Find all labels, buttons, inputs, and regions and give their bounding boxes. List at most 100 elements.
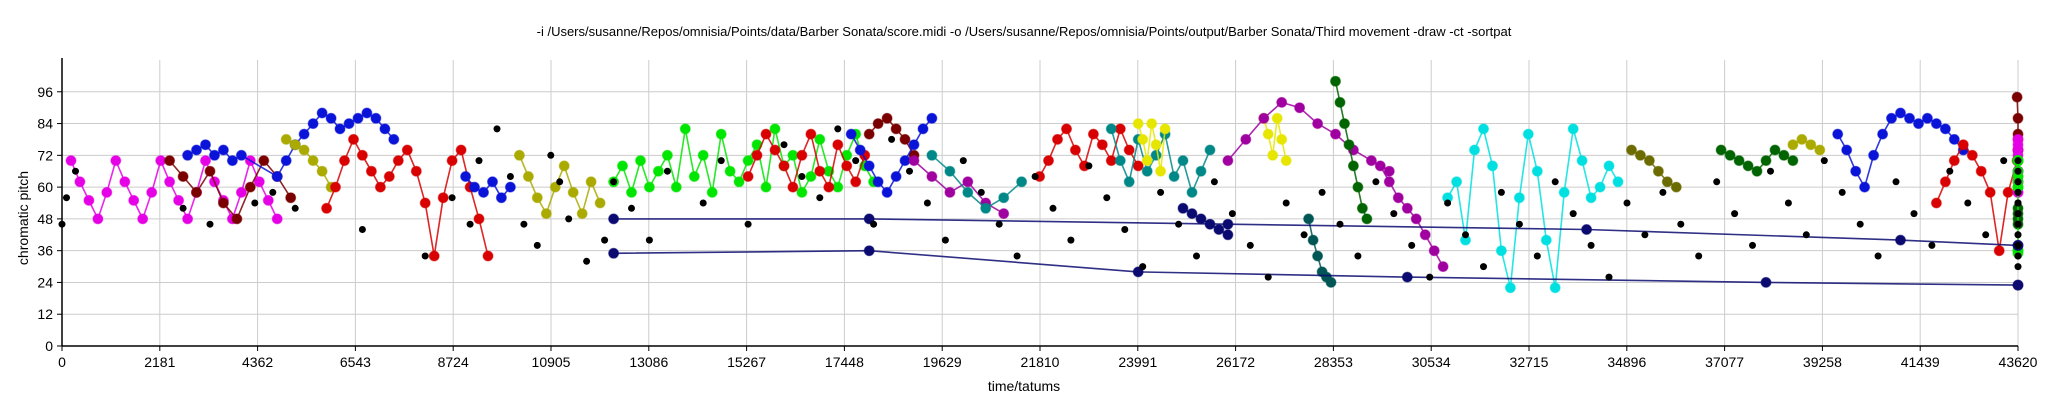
data-point	[1805, 139, 1817, 151]
data-point	[1334, 96, 1346, 108]
data-point	[1478, 123, 1489, 135]
series-23-darkolive	[1626, 144, 1682, 193]
note-point	[547, 151, 555, 159]
x-tick-label: 6543	[340, 354, 371, 370]
data-point	[1419, 229, 1431, 241]
data-point	[1401, 271, 1413, 283]
data-point	[863, 160, 875, 172]
note-point	[1282, 199, 1290, 207]
series-20-darkteal	[1303, 213, 1337, 288]
note-point	[2014, 167, 2022, 175]
series-line	[325, 137, 489, 257]
data-point	[1383, 176, 1395, 188]
data-point	[182, 213, 194, 225]
series-0-magenta	[65, 155, 283, 225]
data-point	[652, 165, 664, 177]
data-point	[1303, 213, 1315, 225]
note-point	[358, 226, 366, 233]
data-point	[926, 149, 938, 161]
data-point	[1930, 118, 1942, 130]
data-point	[1603, 160, 1615, 172]
series-33-navy	[608, 245, 2024, 291]
data-point	[1769, 144, 1781, 156]
data-point	[742, 171, 754, 182]
note-point	[1031, 173, 1039, 180]
series-26-blue	[1832, 107, 1969, 193]
data-point	[460, 171, 472, 182]
chart-title: -i /Users/susanne/Repos/omnisia/Points/d…	[537, 24, 1512, 39]
note-point	[1695, 252, 1703, 260]
series-17-navy	[1177, 202, 1234, 241]
data-point	[1868, 149, 1880, 161]
data-point	[280, 133, 292, 145]
data-point	[343, 118, 355, 130]
data-point	[1339, 118, 1350, 130]
note-point	[941, 236, 949, 244]
note-point	[2014, 199, 2022, 207]
data-point	[235, 186, 247, 198]
note-point	[1946, 167, 1954, 175]
data-point	[482, 250, 494, 262]
data-point	[823, 181, 835, 193]
data-point	[231, 213, 243, 225]
data-point	[1105, 123, 1117, 135]
note-point	[1533, 252, 1541, 260]
data-point	[697, 149, 709, 161]
note-point	[1103, 194, 1111, 202]
data-point	[585, 176, 597, 188]
data-point	[1850, 165, 1862, 177]
data-point	[962, 176, 974, 188]
note-point	[1964, 199, 1972, 207]
data-point	[540, 208, 552, 220]
series-24-darkgreen	[1715, 144, 1799, 177]
data-point	[1240, 133, 1252, 145]
data-point	[1939, 176, 1951, 188]
series-27-red	[1930, 133, 2024, 257]
note-point	[1390, 210, 1398, 218]
data-point	[872, 118, 884, 130]
data-point	[1540, 234, 1552, 246]
x-tick-label: 30534	[1412, 354, 1451, 370]
data-point	[262, 194, 274, 206]
data-point	[1177, 155, 1189, 167]
data-point	[487, 176, 498, 188]
data-point	[83, 194, 95, 206]
series-line	[613, 218, 2019, 247]
data-point	[733, 176, 745, 188]
note-point	[2014, 241, 2022, 249]
data-point	[608, 213, 620, 225]
note-point	[888, 135, 896, 143]
ticks: 0 2181 4362 6543 8724 10905 13086 15267 17448 196…	[37, 84, 2037, 370]
data-point	[217, 144, 229, 156]
data-point	[330, 181, 341, 193]
note-point	[1713, 178, 1721, 186]
data-point	[1361, 213, 1373, 225]
x-tick-label: 32715	[1510, 354, 1549, 370]
data-point	[1262, 128, 1274, 140]
note-point	[852, 157, 860, 165]
note-point	[269, 188, 277, 196]
y-axis-label: chromatic pitch	[15, 171, 31, 265]
note-point	[1749, 241, 1756, 249]
note-point	[1228, 210, 1236, 218]
data-point	[917, 123, 929, 135]
data-point	[899, 133, 911, 145]
note-point	[1551, 178, 1559, 186]
note-point	[58, 220, 66, 228]
x-tick-label: 17448	[825, 354, 864, 370]
data-point	[1558, 186, 1570, 198]
data-point	[209, 149, 220, 161]
note-point	[2000, 157, 2008, 165]
data-point	[890, 123, 902, 135]
note-point	[2014, 263, 2022, 271]
data-point	[92, 213, 104, 225]
data-point	[1087, 128, 1099, 140]
data-point	[1195, 213, 1207, 225]
note-point	[1784, 199, 1792, 207]
note-point	[744, 220, 752, 228]
series-25-olive	[1787, 133, 1826, 156]
data-point	[316, 107, 328, 119]
data-point	[1921, 112, 1933, 124]
data-point	[643, 181, 655, 193]
y-tick-label: 12	[37, 306, 53, 322]
